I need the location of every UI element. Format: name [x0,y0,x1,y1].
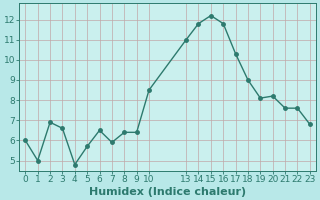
X-axis label: Humidex (Indice chaleur): Humidex (Indice chaleur) [89,187,246,197]
